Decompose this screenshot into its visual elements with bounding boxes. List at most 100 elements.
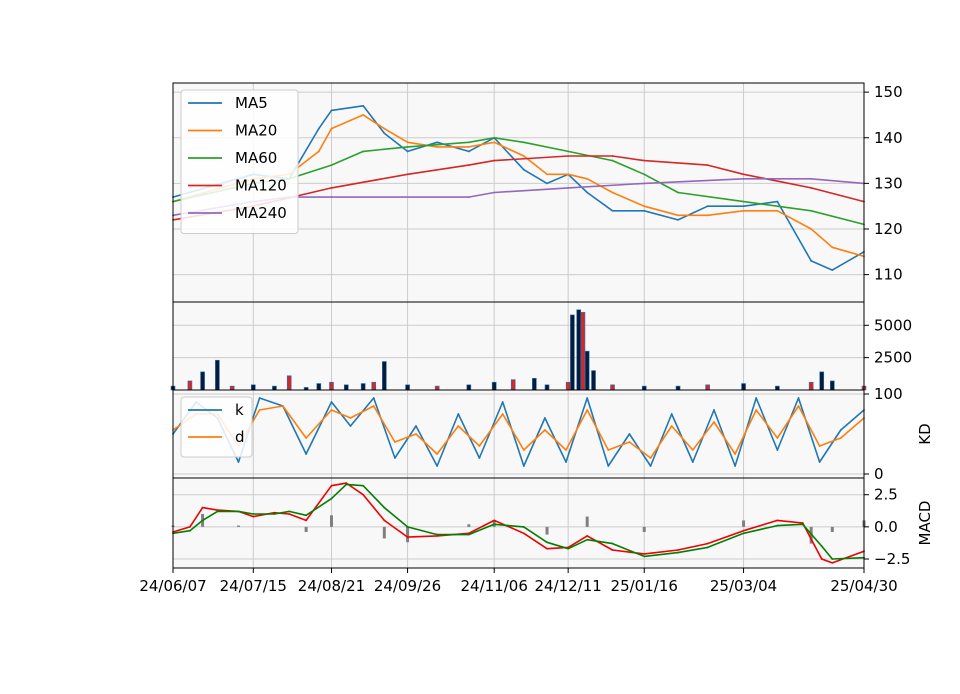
volume-bar: [591, 370, 596, 391]
volume-bar: [316, 383, 322, 391]
macd-histogram-bar: [237, 525, 241, 527]
macd-signal-line-green-point: [776, 524, 779, 527]
macd-axis-label: MACD: [916, 501, 934, 546]
price-line-ma120-point: [567, 155, 570, 157]
volume-bar: [584, 350, 590, 391]
price-line-ma240-point: [330, 196, 333, 198]
price-line-ma120-point: [742, 173, 745, 176]
macd-signal-line-green-point: [216, 510, 219, 513]
macd-line-red-point: [305, 519, 308, 522]
macd-line-red-point: [436, 534, 439, 537]
macd-histogram-bar: [642, 526, 646, 532]
kd-line-d-point: [713, 421, 715, 423]
volume-bar: [808, 381, 814, 391]
kd-line-d-point: [372, 405, 375, 407]
kd-legend: [180, 396, 253, 458]
macd-signal-line-green-point: [406, 525, 409, 528]
kd-line-d-point: [670, 425, 673, 427]
price-line-ma5-point: [362, 104, 365, 107]
macd-signal-line-green-point: [201, 519, 204, 522]
macd-signal-line-green-point: [742, 532, 745, 535]
volume-panel-bg: [173, 302, 864, 390]
macd-line-red-point: [252, 515, 255, 518]
price-line-ma5-point: [546, 182, 548, 185]
price-line-ma20-point: [493, 141, 496, 144]
macd-signal-line-green-point: [189, 529, 191, 532]
macd-signal-line-green-point: [677, 551, 679, 554]
macd-histogram-bar: [742, 520, 746, 527]
price-line-ma5-point: [776, 200, 779, 203]
volume-bar: [360, 383, 366, 391]
price-legend-label: MA5: [235, 94, 268, 112]
kd-line-k-point: [415, 425, 417, 427]
price-line-ma120-point: [810, 187, 813, 189]
macd-line-red-point: [522, 532, 525, 535]
price-line-ma20: [172, 114, 865, 258]
volume-bar: [532, 378, 537, 391]
price-line-ma5-point: [586, 191, 589, 194]
price-ytick-label: 140: [874, 129, 903, 147]
macd-line-red-point: [201, 506, 204, 509]
kd-line-k-point: [649, 465, 652, 467]
volume-bar: [705, 384, 710, 391]
kd-line-k-point: [797, 397, 800, 399]
volume-bar: [343, 384, 349, 391]
macd-line-red-point: [362, 493, 365, 496]
price-line-ma20-point: [317, 150, 320, 153]
macd-line-red-point: [831, 561, 834, 564]
price-line-ma20-point: [436, 145, 439, 148]
macd-ytick-label: −2.5: [874, 550, 910, 568]
kd-line-d-point: [818, 445, 821, 447]
volume-bar: [641, 385, 647, 391]
macd-line-red-point: [216, 509, 219, 512]
price-line-ma60-point: [810, 209, 813, 212]
price-line-ma60-point: [406, 145, 409, 148]
macd-line-red-point: [493, 519, 496, 522]
volume-bar: [741, 383, 746, 391]
volume-bar: [286, 375, 292, 391]
volume-bar: [675, 385, 681, 391]
kd-line-d-point: [522, 449, 525, 451]
macd-signal-line-green-point: [831, 558, 834, 560]
macd-signal-line-green-point: [362, 484, 365, 487]
macd-signal-line-green-point: [611, 542, 614, 545]
kd-line-k-point: [818, 461, 821, 463]
kd-line-d-point: [839, 437, 842, 439]
volume-bar: [565, 381, 571, 391]
price-line-ma5-point: [330, 109, 333, 112]
kd-line-k-point: [628, 433, 631, 435]
price-ytick-label: 150: [874, 83, 903, 101]
xtick-label: 24/08/21: [298, 577, 365, 595]
kd-line-d-point: [607, 449, 610, 451]
macd-line-red-point: [677, 549, 679, 551]
kd-line-k-point: [305, 453, 308, 455]
price-line-ma20-point: [742, 209, 745, 212]
price-line-ma5-point: [522, 168, 525, 171]
volume-ytick-label: 5000: [874, 316, 912, 334]
volume-ytick-label: 2500: [874, 349, 912, 367]
kd-line-k-point: [330, 401, 333, 403]
kd-line-d-point: [305, 437, 308, 439]
kd-line-d-point: [586, 409, 589, 411]
price-line-ma60-point: [677, 191, 679, 194]
price-line-ma60-point: [362, 150, 365, 153]
kd-line-k-point: [565, 461, 567, 463]
macd-line-red-point: [330, 484, 333, 487]
kd-line-d-point: [478, 445, 481, 447]
xtick-label: 24/09/26: [374, 577, 441, 595]
xtick-label: 25/03/04: [710, 577, 777, 595]
price-line-ma20-point: [611, 191, 614, 194]
kd-line-k-point: [457, 413, 460, 415]
price-line-ma5-point: [611, 209, 614, 212]
price-legend-label: MA20: [235, 122, 277, 140]
price-line-ma120-point: [406, 173, 409, 176]
price-line-ma60-point: [493, 136, 496, 139]
kd-line-k-point: [237, 461, 240, 463]
kd-ytick-label: 100: [874, 385, 903, 403]
macd-histogram-bar: [467, 524, 471, 527]
xtick-label: 24/06/07: [139, 577, 206, 595]
kd-line-d-point: [565, 449, 567, 451]
kd-line-k-point: [349, 425, 352, 427]
macd-signal-line-green-point: [706, 546, 709, 549]
